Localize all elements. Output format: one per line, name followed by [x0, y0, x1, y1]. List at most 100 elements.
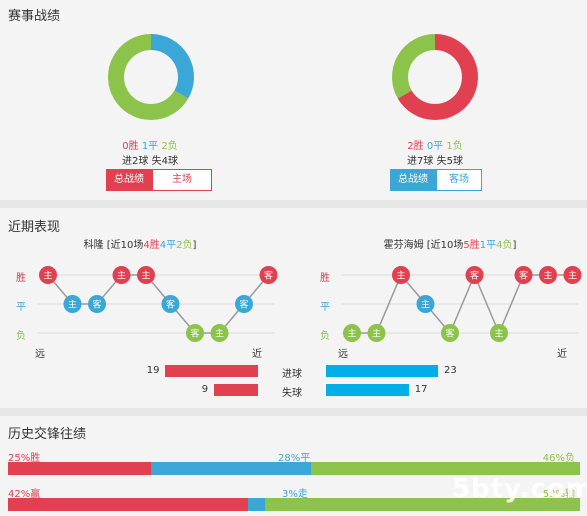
history-row2-loss-segment: [265, 498, 580, 511]
right-far-label: 远: [338, 349, 348, 360]
right-tab-total[interactable]: 总战绩: [390, 169, 436, 191]
left-trend-point: 客: [161, 295, 180, 313]
right-trend-point: 主: [563, 266, 582, 284]
left-goals-for-bar: [165, 365, 258, 377]
history-row2-win-segment: [8, 498, 249, 511]
right-recent-l: 4负: [496, 240, 513, 251]
left-record-draw: 1平: [141, 141, 159, 152]
svg-text:主: 主: [43, 270, 52, 282]
right-goals-against-value: 17: [414, 384, 428, 395]
left-goals-against-value: 9: [201, 384, 209, 395]
svg-text:客: 客: [239, 299, 248, 311]
left-recent-name: 科隆: [83, 240, 104, 251]
left-row-loss-label: 负: [16, 331, 26, 342]
svg-text:主: 主: [421, 299, 430, 311]
right-record-draw: 0平: [426, 141, 444, 152]
svg-text:客: 客: [264, 270, 273, 282]
svg-text:客: 客: [92, 299, 101, 311]
right-conceded: 失5球: [436, 156, 463, 167]
history-row2-loss-label: 53%输: [542, 489, 575, 500]
right-tab-away[interactable]: 客场: [436, 169, 482, 191]
history-row1-bar: [8, 462, 580, 475]
svg-text:主: 主: [141, 270, 150, 282]
right-trend-point: 主: [367, 324, 386, 342]
svg-text:主: 主: [215, 328, 224, 340]
right-recent-prefix: [近10场: [423, 240, 464, 251]
right-record-loss: 1负: [446, 141, 463, 152]
right-row-loss-label: 负: [320, 331, 330, 342]
left-trend-point: 客: [186, 324, 204, 342]
left-record-tabs: 总战绩 主场: [106, 169, 212, 191]
left-tab-home[interactable]: 主场: [152, 169, 212, 191]
left-goals-summary: 进2球 失4球: [100, 152, 200, 167]
svg-text:主: 主: [68, 299, 77, 311]
svg-text:客: 客: [166, 299, 175, 311]
right-row-draw-label: 平: [320, 302, 330, 313]
svg-text:主: 主: [568, 270, 577, 282]
right-trend-line: [352, 273, 573, 335]
right-record-win: 2胜: [407, 141, 424, 152]
right-recent-d: 1平: [479, 240, 497, 251]
left-record-donut: [108, 34, 194, 120]
history-row2-bar: [8, 498, 580, 511]
right-trend-point: 主: [416, 295, 435, 313]
right-record-summary: 2胜 0平 1负: [385, 137, 485, 152]
recent-title: 近期表现: [8, 220, 61, 235]
left-row-win-label: 胜: [16, 273, 26, 284]
left-goals: 进2球: [122, 156, 149, 167]
history-panel: 历史交锋往绩 25%胜 28%平 46%负 42%赢 3%走 53%输 5bty…: [0, 416, 587, 516]
left-goals-for-value: 19: [146, 365, 160, 376]
history-row1-win-segment: [8, 462, 151, 475]
svg-text:客: 客: [445, 328, 454, 340]
left-trend-point: 客: [88, 295, 106, 313]
left-recent-w: 4胜: [143, 240, 160, 251]
svg-text:主: 主: [347, 328, 356, 340]
right-goals-for-value: 23: [444, 365, 457, 376]
left-far-label: 远: [35, 349, 45, 360]
left-conceded: 失4球: [151, 156, 178, 167]
record-panel: 赛事战绩 0胜 1平 2负 进2球 失4球 总战绩 主场 2胜 0平 1负 进7…: [0, 0, 587, 200]
left-row-draw-label: 平: [16, 302, 26, 313]
right-trend-point: 主: [490, 324, 508, 342]
left-trend-point: 主: [137, 266, 155, 284]
right-recent-header: 霍芬海姆 [近10场5胜1平4负]: [350, 236, 550, 251]
left-trend-chart: 主主 客主 主客客 主客客: [38, 266, 278, 342]
right-goals-for-bar: [326, 365, 438, 377]
left-recent-l: 2负: [176, 240, 193, 251]
left-record-summary: 0胜 1平 2负: [100, 137, 200, 152]
history-row1-win-label: 25%胜: [8, 453, 41, 464]
history-row1-draw-label: 28%平: [278, 453, 311, 464]
watermark: 5bty.com: [452, 474, 587, 504]
right-donut-loss-segment: [392, 34, 436, 99]
left-recent-d: 4平: [159, 240, 177, 251]
history-row1-draw-segment: [151, 462, 312, 475]
left-tab-total[interactable]: 总战绩: [106, 169, 152, 191]
left-record-loss: 2负: [161, 141, 178, 152]
svg-text:客: 客: [519, 270, 528, 282]
left-trend-point: 主: [112, 266, 131, 284]
svg-text:客: 客: [470, 270, 479, 282]
left-goals-against-bar: [214, 384, 258, 396]
divider-2: [0, 408, 587, 416]
left-donut-loss-segment: [108, 34, 189, 120]
right-trend-point: 客: [514, 266, 533, 284]
history-row2-win-label: 42%赢: [8, 489, 41, 500]
left-trend-point: 客: [259, 266, 278, 284]
right-donut-win-segment: [397, 34, 478, 120]
history-row2-draw-segment: [248, 498, 266, 511]
right-recent-suffix: ]: [512, 240, 517, 251]
right-recent-w: 5胜: [463, 240, 480, 251]
right-trend-point: 主: [343, 324, 361, 342]
record-title: 赛事战绩: [8, 9, 61, 24]
divider-1: [0, 200, 587, 208]
right-goals: 进7球: [407, 156, 434, 167]
svg-text:主: 主: [396, 270, 405, 282]
left-recent-prefix: [近10场: [103, 240, 144, 251]
left-trend-point: 主: [210, 324, 229, 342]
right-goals-against-bar: [326, 384, 409, 396]
left-record-win: 0胜: [122, 141, 139, 152]
goals-scored-label: 进球: [282, 369, 302, 380]
right-trend-point: 客: [441, 324, 459, 342]
left-near-label: 近: [252, 349, 262, 360]
history-row1-loss-segment: [311, 462, 580, 475]
